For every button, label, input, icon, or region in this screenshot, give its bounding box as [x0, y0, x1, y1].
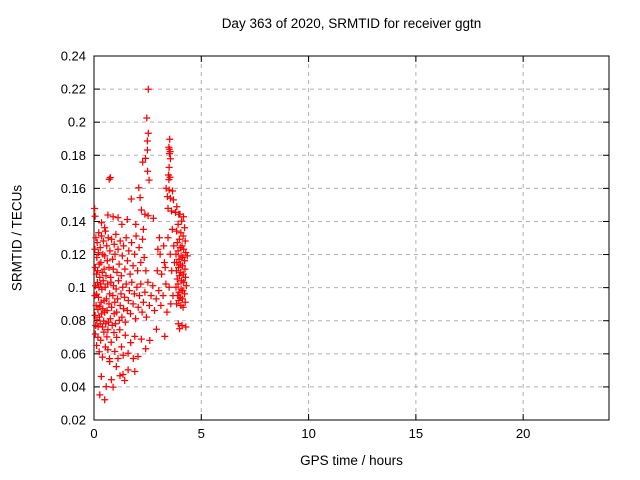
- y-tick-label: 0.24: [61, 49, 86, 64]
- y-tick-label: 0.1: [68, 280, 86, 295]
- y-tick-label: 0.02: [61, 413, 86, 428]
- x-axis-label: GPS time / hours: [300, 453, 403, 468]
- x-tick-label: 15: [409, 426, 423, 441]
- chart-title: Day 363 of 2020, SRMTID for receiver ggt…: [221, 16, 482, 31]
- y-tick-label: 0.16: [61, 181, 86, 196]
- tick-labels: 0 5 10 15 20 0.02 0.04 0.06 0.08 0.1 0.12 0.14 0.16 0…: [61, 49, 531, 442]
- y-tick-label: 0.08: [61, 313, 86, 328]
- y-tick-label: 0.22: [61, 82, 86, 97]
- y-tick-label: 0.06: [61, 346, 86, 361]
- scatter-points: [91, 85, 191, 404]
- x-tick-label: 0: [90, 426, 97, 441]
- x-tick-label: 10: [301, 426, 315, 441]
- x-tick-label: 20: [516, 426, 530, 441]
- x-tick-label: 5: [198, 426, 205, 441]
- y-tick-label: 0.14: [61, 214, 86, 229]
- y-tick-label: 0.18: [61, 148, 86, 163]
- y-tick-label: 0.12: [61, 247, 86, 262]
- y-tick-label: 0.2: [68, 115, 86, 130]
- y-axis-label: SRMTID / TECUs: [9, 184, 25, 292]
- gridlines: [94, 56, 609, 420]
- y-tick-label: 0.04: [61, 379, 86, 394]
